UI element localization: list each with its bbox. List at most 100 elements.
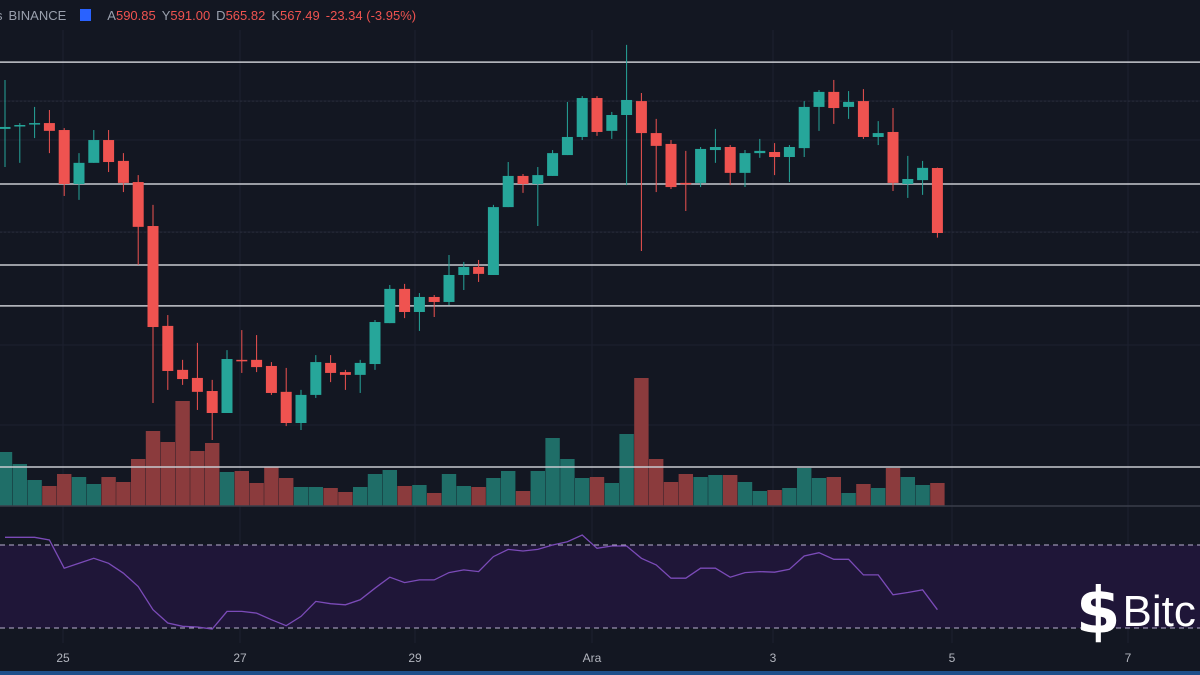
candle-body xyxy=(384,288,396,324)
volume-levels xyxy=(0,466,1200,507)
high-key: Y xyxy=(161,7,171,23)
symbol-name[interactable]: s xyxy=(0,8,3,23)
volume-bar xyxy=(308,487,323,506)
volume-bar xyxy=(530,471,545,506)
candle-body xyxy=(576,98,588,137)
candle-body xyxy=(621,99,633,115)
volume-bar xyxy=(545,438,560,506)
candle-body xyxy=(0,126,11,129)
candle-body xyxy=(206,391,218,413)
volume-bar xyxy=(116,482,131,506)
candle-body xyxy=(650,133,662,146)
volume-bar xyxy=(900,477,915,506)
volume-bar xyxy=(915,485,930,506)
volume-bar xyxy=(249,483,264,506)
candle-body xyxy=(931,168,943,233)
close-key: K xyxy=(271,7,280,23)
candle-body xyxy=(73,162,85,185)
volume-bar xyxy=(575,478,590,506)
candle-body xyxy=(221,359,233,413)
volume-bar xyxy=(501,471,516,506)
candle-body xyxy=(487,207,499,275)
volume-bar xyxy=(634,378,649,506)
volume-bar xyxy=(441,474,457,506)
volume-bar xyxy=(338,492,353,506)
volume-bar xyxy=(708,475,723,506)
volume-bar xyxy=(663,482,679,506)
candle-body xyxy=(339,372,351,375)
candle-body xyxy=(754,150,766,154)
volume-bar xyxy=(323,488,338,506)
volume-bar xyxy=(101,477,116,506)
volume-bar xyxy=(234,471,249,506)
watermark-text: Bitc xyxy=(1122,587,1196,636)
candle-body xyxy=(58,130,70,185)
candle-body xyxy=(295,394,307,424)
low-value: 565.82 xyxy=(225,7,266,23)
volume-bar xyxy=(86,484,101,506)
volume-bar xyxy=(871,488,886,506)
open-value: 590.85 xyxy=(115,7,156,23)
exchange-name: BINANCE xyxy=(8,7,67,23)
watermark-logo: $ Bitc xyxy=(1076,580,1196,644)
volume-bar xyxy=(471,487,486,506)
volume-bar xyxy=(205,443,220,506)
blue-flag-icon[interactable] xyxy=(80,9,92,21)
volume-bar xyxy=(767,490,782,506)
candle-body xyxy=(783,146,795,158)
candle-body xyxy=(843,101,855,107)
candle-body xyxy=(798,106,810,149)
volume-bar xyxy=(279,478,294,506)
volume-bar xyxy=(826,477,841,506)
volume-bar xyxy=(427,493,442,506)
candle-body xyxy=(709,146,721,151)
volume-bar xyxy=(797,468,812,506)
candle-body xyxy=(43,123,55,131)
volume-bar xyxy=(293,487,309,506)
volume-bar xyxy=(175,401,190,506)
candle-body xyxy=(177,369,189,380)
x-tick-label: 5 xyxy=(948,651,956,665)
candle-body xyxy=(132,182,144,227)
volume-bars xyxy=(0,378,945,506)
rsi-pane xyxy=(0,534,1200,630)
volume-bar xyxy=(0,452,13,506)
volume-bar xyxy=(811,478,827,506)
candle-body xyxy=(458,266,470,275)
rsi-line xyxy=(5,534,938,630)
candles xyxy=(0,44,943,440)
x-tick-label: 25 xyxy=(56,651,70,665)
volume-bar xyxy=(678,474,693,506)
candle-body xyxy=(443,274,455,302)
candle-body xyxy=(724,146,736,173)
volume-bar xyxy=(604,483,619,506)
bitcoin-dollar-logo-icon: $ xyxy=(1076,575,1121,649)
candle-body xyxy=(354,362,366,375)
volume-bar xyxy=(57,474,72,506)
volume-bar xyxy=(412,485,427,506)
volume-bar xyxy=(367,474,383,506)
open-key: A xyxy=(107,7,116,23)
volume-bar xyxy=(841,493,856,506)
candle-body xyxy=(872,133,884,137)
candle-body xyxy=(29,123,41,125)
candle-body xyxy=(887,131,899,183)
x-tick-label: 27 xyxy=(233,651,247,665)
candle-body xyxy=(88,140,100,163)
low-key: D xyxy=(216,7,226,23)
candle-body xyxy=(635,101,647,134)
volume-bar xyxy=(264,467,279,506)
volume-bar xyxy=(160,442,175,506)
candle-body xyxy=(769,152,781,158)
volume-bar xyxy=(190,451,205,506)
candle-body xyxy=(739,153,751,173)
time-axis[interactable] xyxy=(0,643,1200,671)
candle-body xyxy=(325,362,337,373)
x-tick-label: 7 xyxy=(1124,651,1132,665)
candle-body xyxy=(606,114,618,131)
candle-body xyxy=(162,325,174,371)
candle-body xyxy=(591,98,603,132)
x-tick-label: Ara xyxy=(582,651,602,665)
